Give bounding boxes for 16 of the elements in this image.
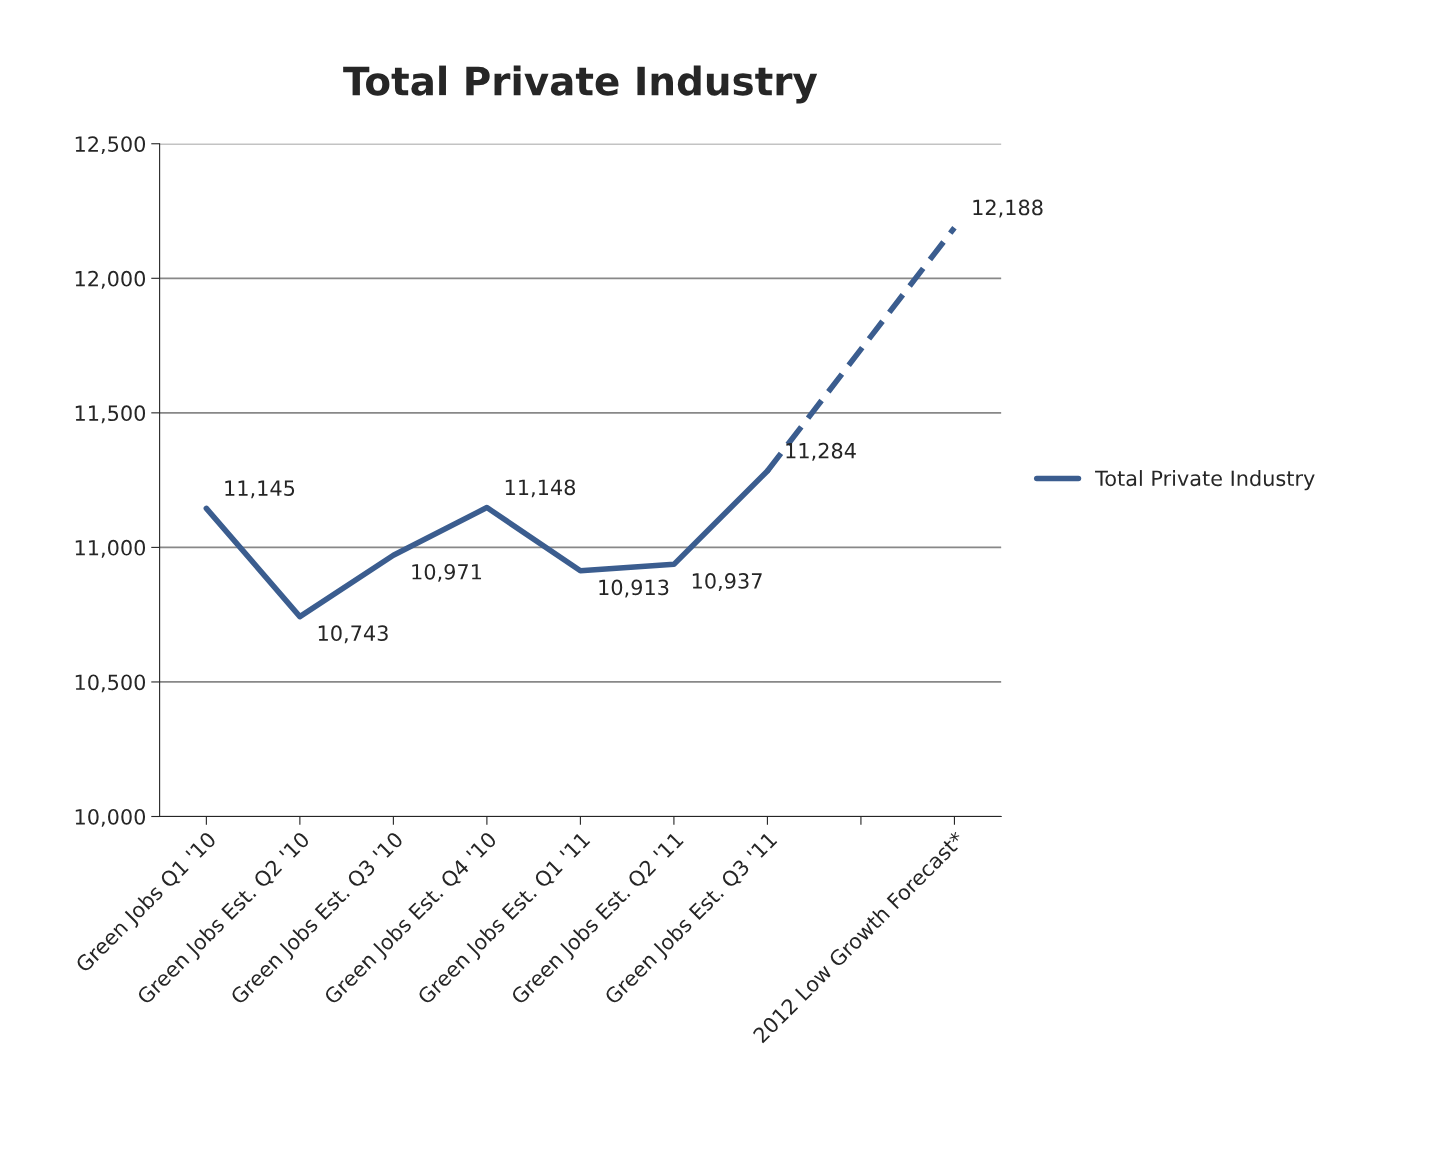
data-label: 10,913: [599, 579, 669, 598]
data-label: 10,937: [692, 573, 762, 591]
data-label: 11,145: [225, 480, 295, 499]
chart-title: Total Private Industry: [343, 65, 818, 104]
data-label: 12,188: [973, 199, 1043, 218]
data-label: 11,148: [505, 479, 576, 498]
y-tick-label: 10,000: [75, 808, 146, 827]
y-tick-label: 12,000: [75, 270, 146, 289]
y-tick-label: 11,500: [75, 405, 146, 424]
data-label: 11,284: [786, 442, 856, 461]
data-label: 10,971: [412, 563, 482, 582]
data-label: 10,743: [318, 625, 388, 644]
y-tick-label: 12,500: [75, 136, 146, 155]
y-tick-label: 11,000: [75, 539, 146, 558]
legend-label: Total Private Industry: [1095, 470, 1315, 491]
y-tick-label: 10,500: [75, 674, 146, 693]
